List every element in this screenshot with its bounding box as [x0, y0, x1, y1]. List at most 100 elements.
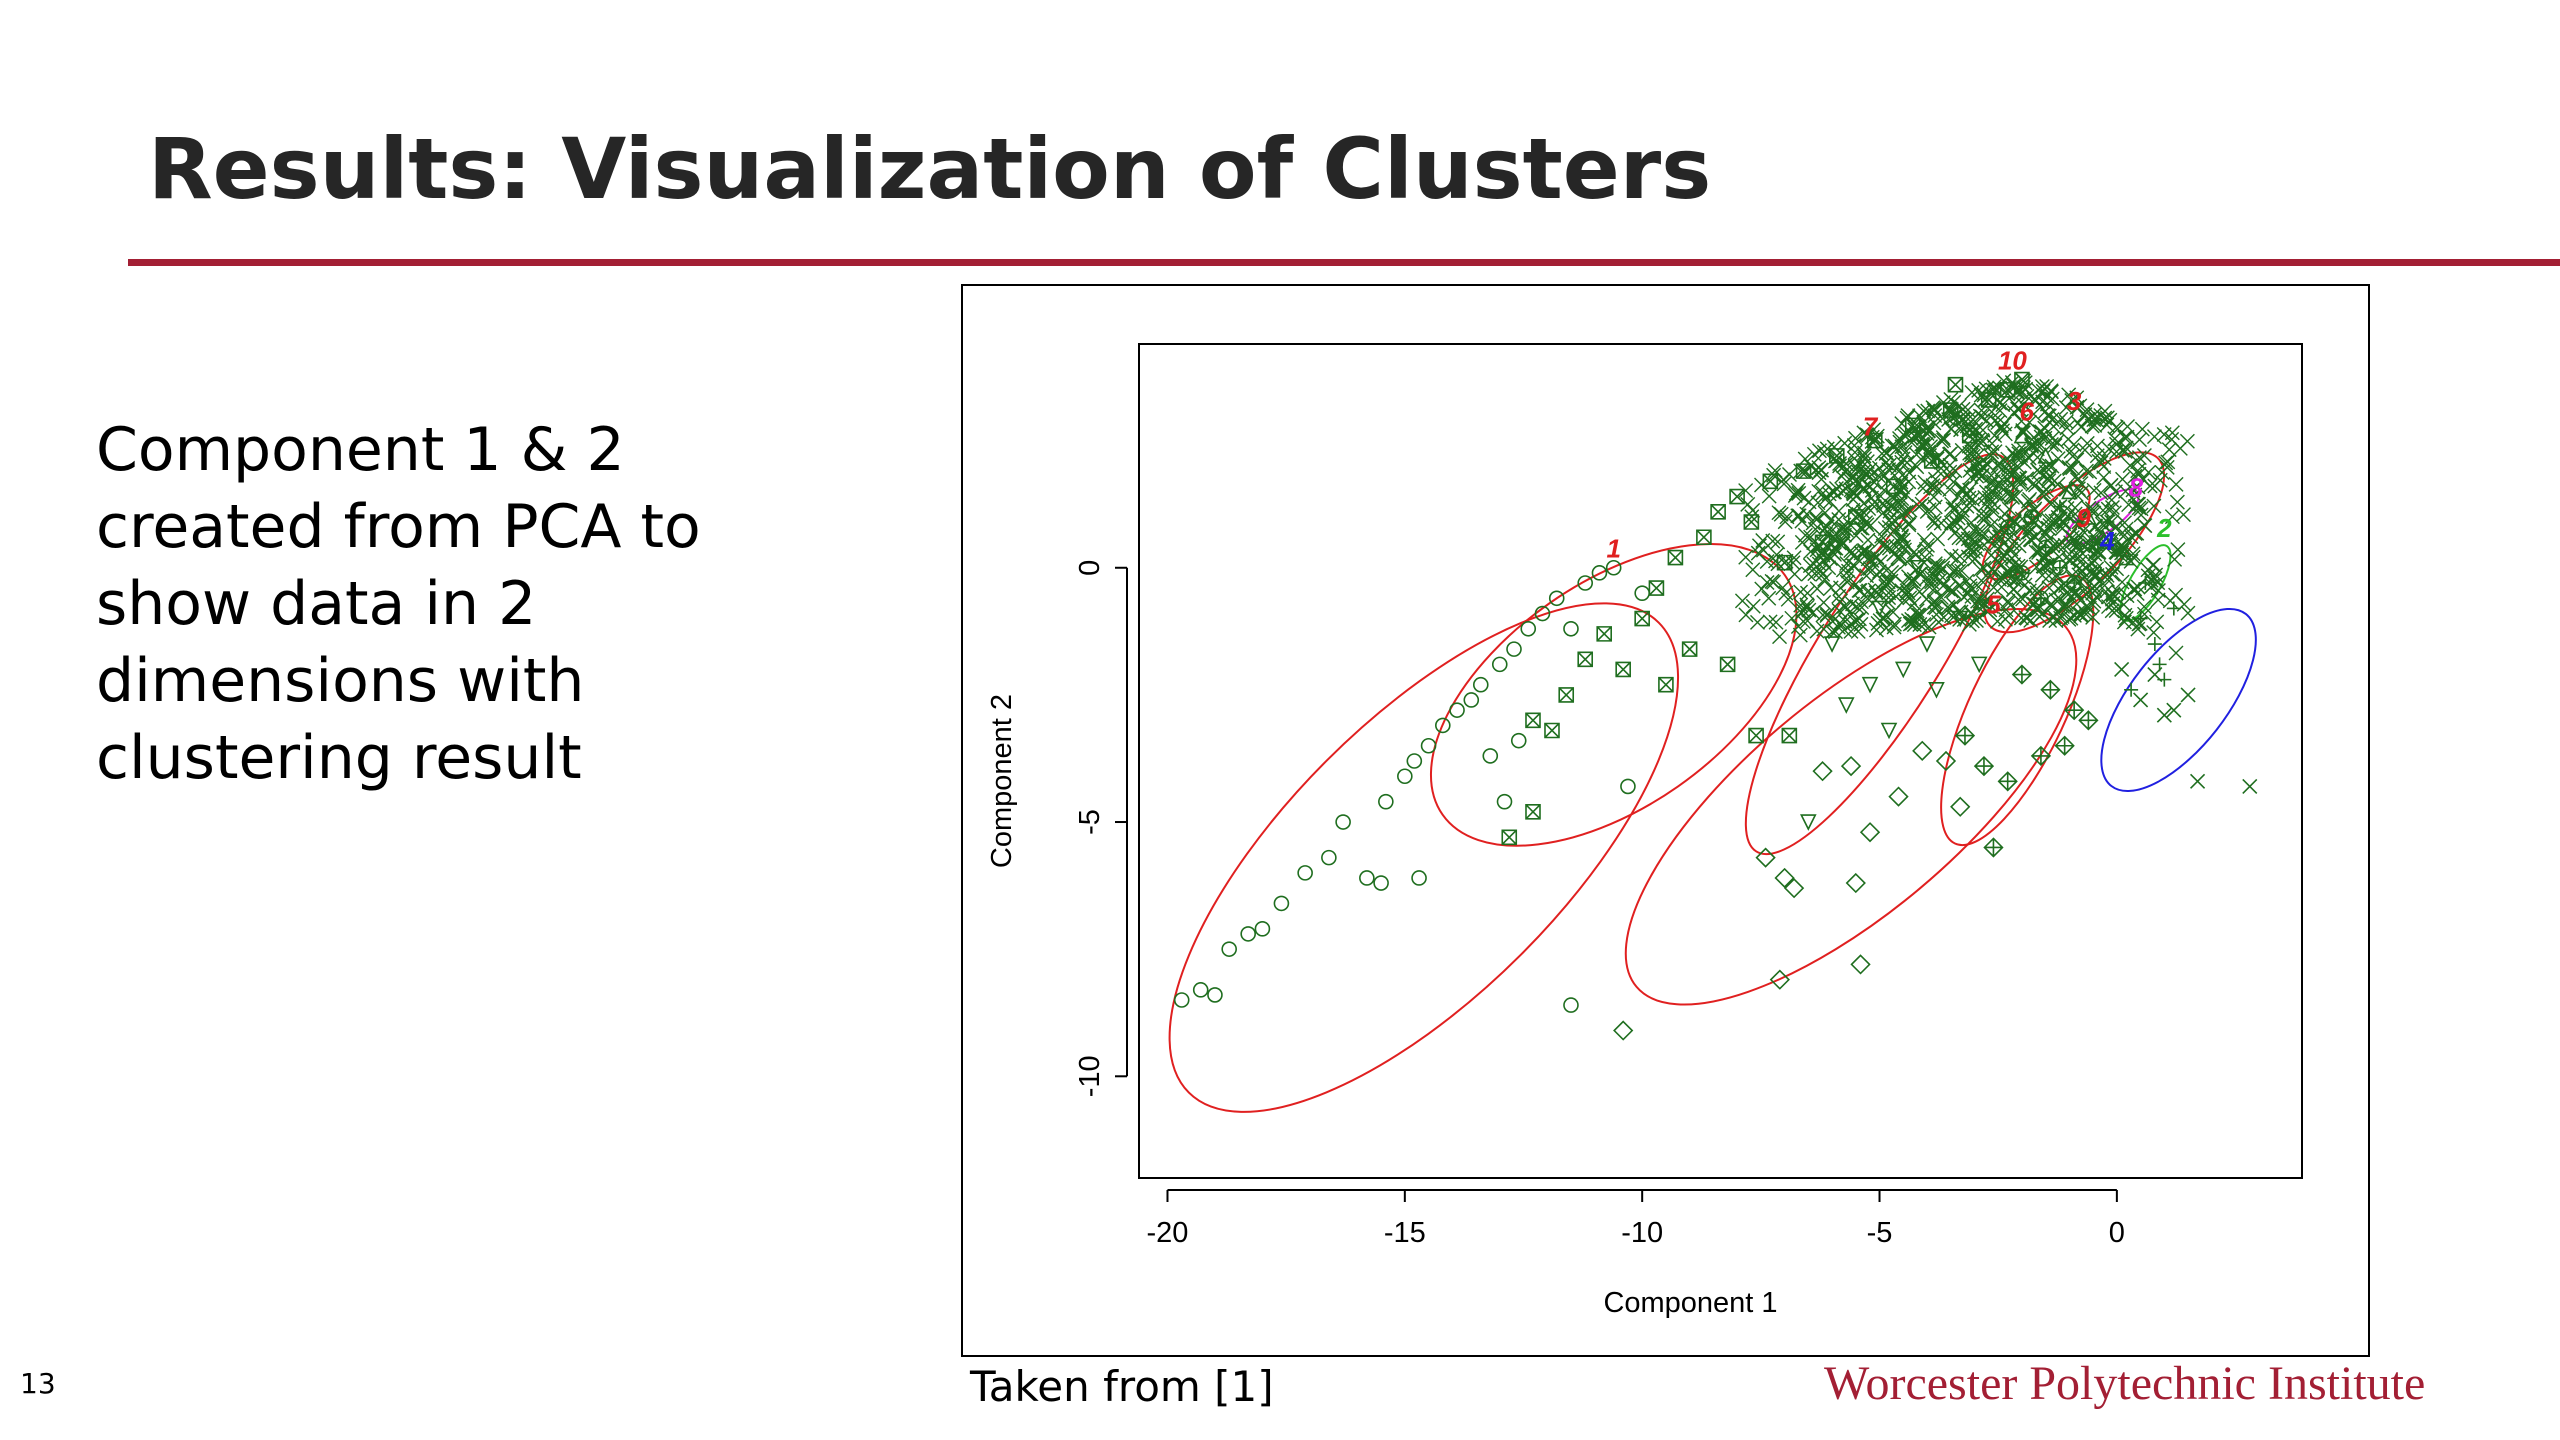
- cloud-point: [1982, 448, 1998, 464]
- cloud-point: [1912, 584, 1928, 600]
- cloud-point: [1984, 561, 2000, 577]
- cloud-point: [1866, 474, 1882, 490]
- cloud-point: [1970, 432, 1986, 448]
- cloud-point: [1870, 468, 1886, 484]
- cloud-point: [1768, 614, 1784, 630]
- data-point: [1783, 878, 1805, 899]
- cloud-point: [1762, 614, 1778, 630]
- cloud-point: [1975, 422, 1991, 438]
- cloud-point: [2024, 438, 2040, 454]
- cloud-point: [1819, 441, 1835, 457]
- cloud-point: [1886, 491, 1902, 507]
- data-point: [1755, 847, 1776, 868]
- cloud-point: [2098, 584, 2114, 600]
- cluster-ellipse-6: [1624, 608, 2078, 1006]
- cloud-point: [2143, 572, 2159, 588]
- cloud-point: [1987, 480, 2003, 496]
- data-point: [1983, 837, 2004, 858]
- cloud-point: [2180, 605, 2196, 621]
- cluster-scatter-chart: 1 2 3 4 5 6 7 8 9 10 -20 -15 -10 -5 0 0 -5 -10 Component …: [986, 343, 2303, 1319]
- data-point: [1729, 488, 1745, 505]
- cloud-point: [2105, 587, 2121, 603]
- data-point: [1321, 849, 1337, 866]
- data-point: [1577, 575, 1594, 591]
- y-tick-label: 0: [1074, 560, 1106, 576]
- cloud-point: [1838, 456, 1854, 472]
- data-point: [2133, 692, 2149, 708]
- data-point: [1800, 814, 1817, 831]
- cloud-point: [2007, 448, 2023, 464]
- cloud-point: [1759, 575, 1775, 591]
- cloud-point: [1914, 496, 1930, 512]
- cloud-point: [1846, 548, 1862, 564]
- cloud-point: [1817, 571, 1833, 587]
- cloud-point: [1897, 444, 1913, 460]
- cloud-point: [2084, 504, 2100, 520]
- cloud-point: [1961, 422, 1977, 438]
- cloud-point: [1784, 610, 1800, 626]
- figure-caption: Taken from [1]: [970, 1362, 1274, 1411]
- data-point: [1359, 870, 1375, 886]
- cloud-point: [1754, 477, 1770, 493]
- data-point: [2147, 666, 2163, 683]
- data-point: [1525, 712, 1541, 729]
- cloud-point: [1962, 445, 1978, 461]
- data-point: [1935, 750, 1957, 772]
- cloud-point: [2078, 598, 2094, 614]
- cloud-point: [1854, 472, 1870, 488]
- cloud-point: [2104, 500, 2120, 516]
- data-point: [1221, 941, 1237, 957]
- data-point: [1923, 453, 1940, 469]
- data-point: [1406, 753, 1423, 769]
- cloud-point: [2006, 581, 2022, 597]
- data-point: [1762, 473, 1779, 490]
- data-point: [1859, 822, 1881, 843]
- cloud-point: [2075, 538, 2091, 554]
- cloud-point: [1970, 465, 1986, 481]
- data-point: [1880, 722, 1898, 740]
- cloud-point: [1955, 482, 1971, 498]
- data-point: [1373, 875, 1389, 891]
- data-point: [1273, 895, 1290, 912]
- cloud-point: [1980, 507, 1996, 523]
- cloud-point: [1928, 600, 1944, 616]
- cloud-point: [2146, 429, 2162, 445]
- cluster-5-points: [1954, 664, 2099, 858]
- cloud-point: [1972, 562, 1988, 578]
- cloud-point: [1878, 578, 1894, 594]
- cloud-point: [1942, 457, 1958, 473]
- data-point: [1648, 580, 1665, 596]
- cloud-point: [1906, 617, 1922, 633]
- cloud-point: [1890, 460, 1906, 476]
- cloud-point: [1809, 581, 1825, 597]
- cloud-point: [1815, 607, 1831, 623]
- cloud-point: [1856, 496, 1872, 512]
- figure-frame: 1 2 3 4 5 6 7 8 9 10 -20 -15 -10 -5 0 0 -5 -10 Component …: [961, 284, 2370, 1357]
- y-tick-label: -10: [1074, 1055, 1106, 1097]
- data-point: [2090, 534, 2106, 550]
- data-point: [1871, 600, 1888, 618]
- cloud-point: [2034, 567, 2050, 583]
- cluster-8-points: [2052, 499, 2125, 561]
- cloud-point: [2048, 592, 2064, 608]
- data-point: [1928, 682, 1945, 699]
- cloud-point: [1881, 519, 1897, 535]
- data-point: [2114, 661, 2130, 678]
- data-point: [1534, 605, 1551, 622]
- cloud-point: [2164, 509, 2180, 525]
- data-point: [2109, 544, 2125, 561]
- cloud-point: [2101, 441, 2117, 457]
- cloud-point: [1866, 499, 1882, 515]
- cloud-point: [2046, 473, 2062, 489]
- cloud-point: [2069, 596, 2085, 612]
- cluster-label-8: 8: [2129, 473, 2144, 503]
- cloud-point: [1793, 584, 1809, 600]
- cloud-point: [1947, 525, 1963, 541]
- data-point: [1411, 870, 1427, 886]
- cloud-point: [2039, 396, 2055, 412]
- data-point: [2014, 565, 2030, 581]
- cloud-point: [1836, 622, 1852, 638]
- cloud-point: [2051, 536, 2067, 552]
- data-point: [1510, 732, 1527, 749]
- cloud-point: [1808, 509, 1824, 525]
